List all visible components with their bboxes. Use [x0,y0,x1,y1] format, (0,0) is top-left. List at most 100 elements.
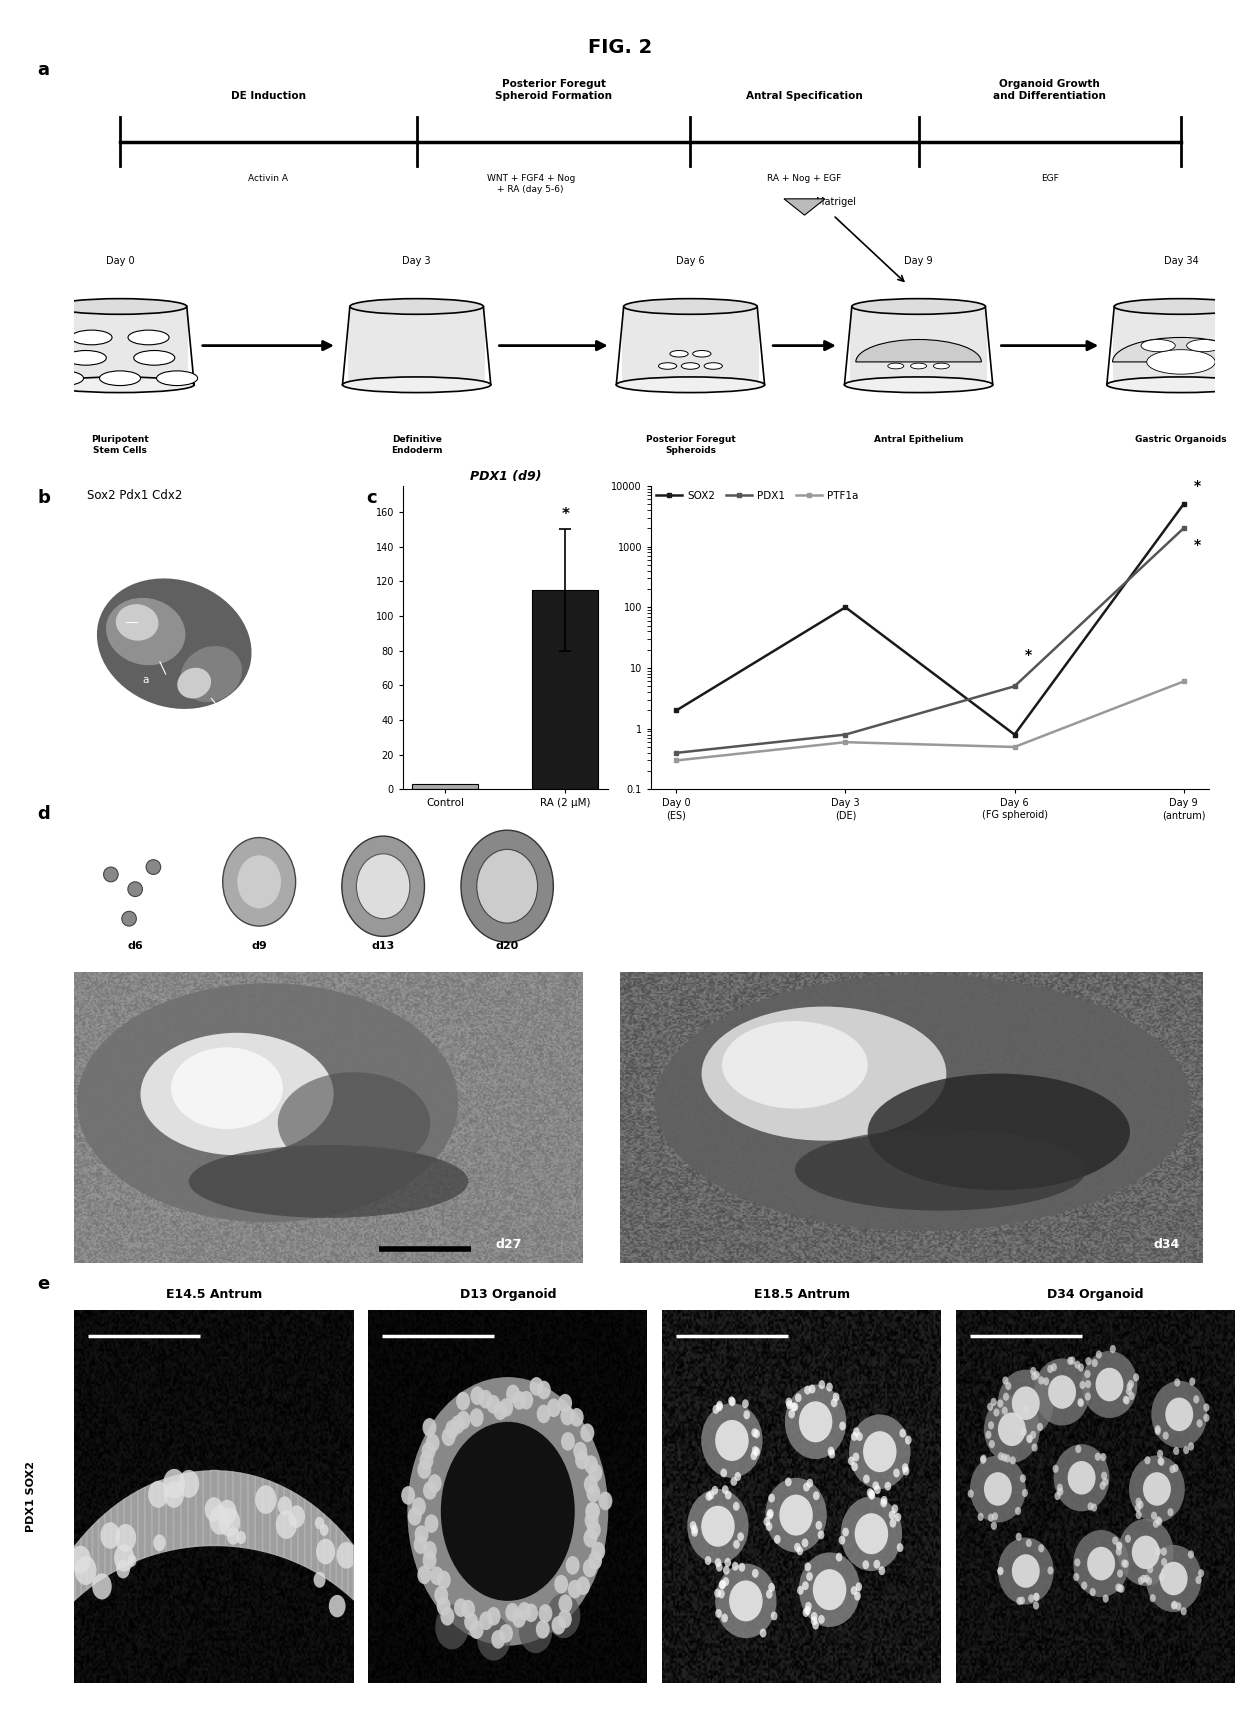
Circle shape [1154,1428,1161,1435]
Ellipse shape [722,1022,868,1109]
Circle shape [715,1402,723,1412]
Circle shape [863,1475,869,1483]
Ellipse shape [1034,1359,1090,1426]
Circle shape [1171,1601,1177,1610]
Ellipse shape [852,298,986,314]
Circle shape [577,1577,590,1594]
Circle shape [839,1421,846,1430]
Circle shape [320,1523,329,1535]
Circle shape [893,1468,900,1478]
Circle shape [1053,1464,1059,1473]
Circle shape [1117,1570,1123,1577]
Circle shape [901,1463,909,1473]
Circle shape [100,1522,120,1549]
Circle shape [988,1513,994,1522]
Circle shape [418,1565,432,1584]
Circle shape [691,1525,698,1534]
Circle shape [853,1452,859,1461]
Ellipse shape [715,1419,749,1461]
Circle shape [479,1612,494,1631]
Circle shape [506,1385,520,1404]
Circle shape [1100,1482,1106,1490]
Circle shape [733,1503,739,1511]
Circle shape [1189,1378,1195,1386]
Circle shape [1126,1388,1132,1395]
Ellipse shape [624,298,758,314]
Text: d: d [37,805,50,822]
Circle shape [856,1582,862,1591]
Circle shape [889,1518,897,1527]
Circle shape [518,1608,552,1653]
PTF1a [838,732,853,753]
Text: dp: dp [239,529,253,540]
Circle shape [806,1478,813,1487]
Circle shape [751,1568,759,1577]
Circle shape [154,1534,166,1551]
Circle shape [1101,1471,1107,1480]
Circle shape [74,1556,97,1586]
Ellipse shape [849,1414,910,1489]
Circle shape [1074,1360,1080,1369]
Circle shape [1090,1588,1096,1596]
Circle shape [569,1409,584,1426]
Ellipse shape [1048,1376,1076,1409]
Circle shape [491,1631,505,1648]
Text: vp: vp [237,727,249,737]
Ellipse shape [702,1506,734,1548]
Circle shape [179,1470,200,1497]
Ellipse shape [171,1048,283,1129]
Circle shape [92,1574,112,1600]
Circle shape [1027,1435,1033,1444]
Circle shape [1085,1357,1091,1365]
Circle shape [1027,1435,1033,1442]
Circle shape [873,1560,880,1568]
Circle shape [422,1442,435,1461]
Ellipse shape [115,604,159,640]
SOX2 [668,699,683,720]
Circle shape [769,1582,775,1591]
Circle shape [831,1398,837,1407]
Circle shape [722,1614,728,1622]
Text: Antral Specification: Antral Specification [746,90,863,101]
Circle shape [42,371,83,385]
Text: d6: d6 [128,940,143,951]
Circle shape [1122,1560,1128,1568]
Circle shape [743,1411,750,1419]
Ellipse shape [729,1581,763,1622]
Circle shape [1203,1404,1209,1412]
Circle shape [790,1402,797,1412]
Circle shape [723,1577,729,1586]
Circle shape [589,1463,603,1482]
Circle shape [1030,1372,1037,1381]
Ellipse shape [1159,1562,1188,1594]
Circle shape [156,371,197,385]
Ellipse shape [1107,376,1240,392]
Circle shape [441,1423,575,1601]
Circle shape [1019,1596,1025,1605]
Ellipse shape [1166,1398,1193,1431]
Circle shape [560,1431,575,1450]
Circle shape [1003,1393,1009,1400]
Circle shape [486,1607,501,1626]
Circle shape [681,363,699,370]
Circle shape [1173,1447,1179,1456]
Circle shape [1156,1516,1162,1525]
Circle shape [693,350,711,357]
Circle shape [587,1483,600,1503]
Circle shape [804,1483,810,1492]
Ellipse shape [616,376,765,392]
Circle shape [517,1601,532,1620]
Circle shape [419,1450,434,1470]
Circle shape [441,1428,455,1447]
Ellipse shape [998,1412,1025,1445]
Circle shape [454,1598,467,1617]
Circle shape [114,1544,134,1572]
Text: Day 3: Day 3 [402,257,432,265]
Circle shape [1091,1359,1097,1367]
Text: d27: d27 [496,1239,522,1251]
Text: b: b [37,489,50,507]
Circle shape [1141,340,1176,352]
Ellipse shape [985,1395,1040,1463]
Circle shape [425,1433,439,1452]
Ellipse shape [655,975,1192,1232]
